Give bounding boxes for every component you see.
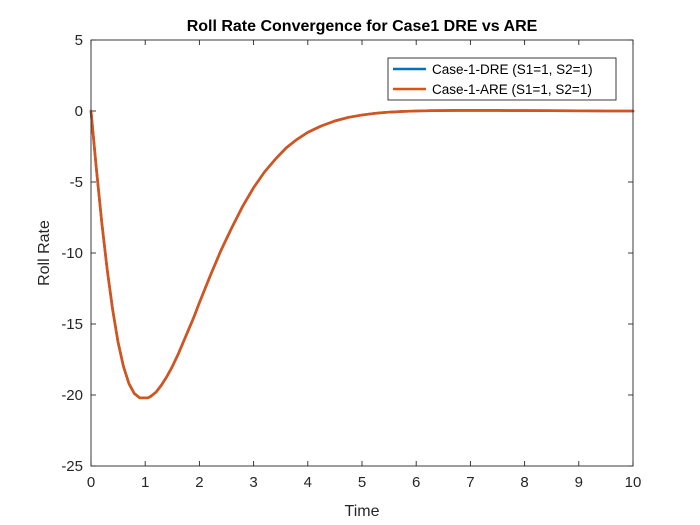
- y-axis-label: Roll Rate: [36, 220, 53, 286]
- axes-box: [90, 39, 634, 467]
- x-tick-label: 10: [625, 474, 642, 491]
- legend-label-dre: Case-1-DRE (S1=1, S2=1): [432, 62, 593, 77]
- legend-box: [387, 57, 617, 101]
- y-tick-label: -5: [70, 174, 83, 191]
- x-tick-label: 5: [358, 474, 366, 491]
- y-tick-label: -20: [61, 387, 83, 404]
- tick-labels: 0 1 2 3 4 5 6 7 8 9 10 -25 -20 -15 -10 -5 0 5: [61, 32, 641, 491]
- y-tick-label: -10: [61, 245, 83, 262]
- x-tick-label: 7: [466, 474, 474, 491]
- x-tick-label: 3: [249, 474, 257, 491]
- x-tick-label: 1: [141, 474, 149, 491]
- legend: Case-1-DRE (S1=1, S2=1) Case-1-ARE (S1=1…: [387, 57, 617, 101]
- plot-area: [91, 40, 633, 466]
- y-tick-label: -15: [61, 316, 83, 333]
- y-tick-label: 5: [75, 32, 83, 49]
- x-tick-label: 2: [195, 474, 203, 491]
- x-tick-label: 6: [412, 474, 420, 491]
- x-tick-label: 8: [520, 474, 528, 491]
- chart-title: Roll Rate Convergence for Case1 DRE vs A…: [187, 18, 538, 35]
- series-lines: [89, 109, 635, 400]
- y-tick-label: -25: [61, 458, 83, 475]
- x-tick-label: 0: [87, 474, 95, 491]
- series-line-are: [89, 109, 635, 400]
- x-axis-label: Time: [345, 503, 380, 520]
- x-tick-label: 4: [304, 474, 312, 491]
- legend-label-are: Case-1-ARE (S1=1, S2=1): [432, 82, 592, 97]
- y-tick-label: 0: [75, 103, 83, 120]
- x-tick-label: 9: [575, 474, 583, 491]
